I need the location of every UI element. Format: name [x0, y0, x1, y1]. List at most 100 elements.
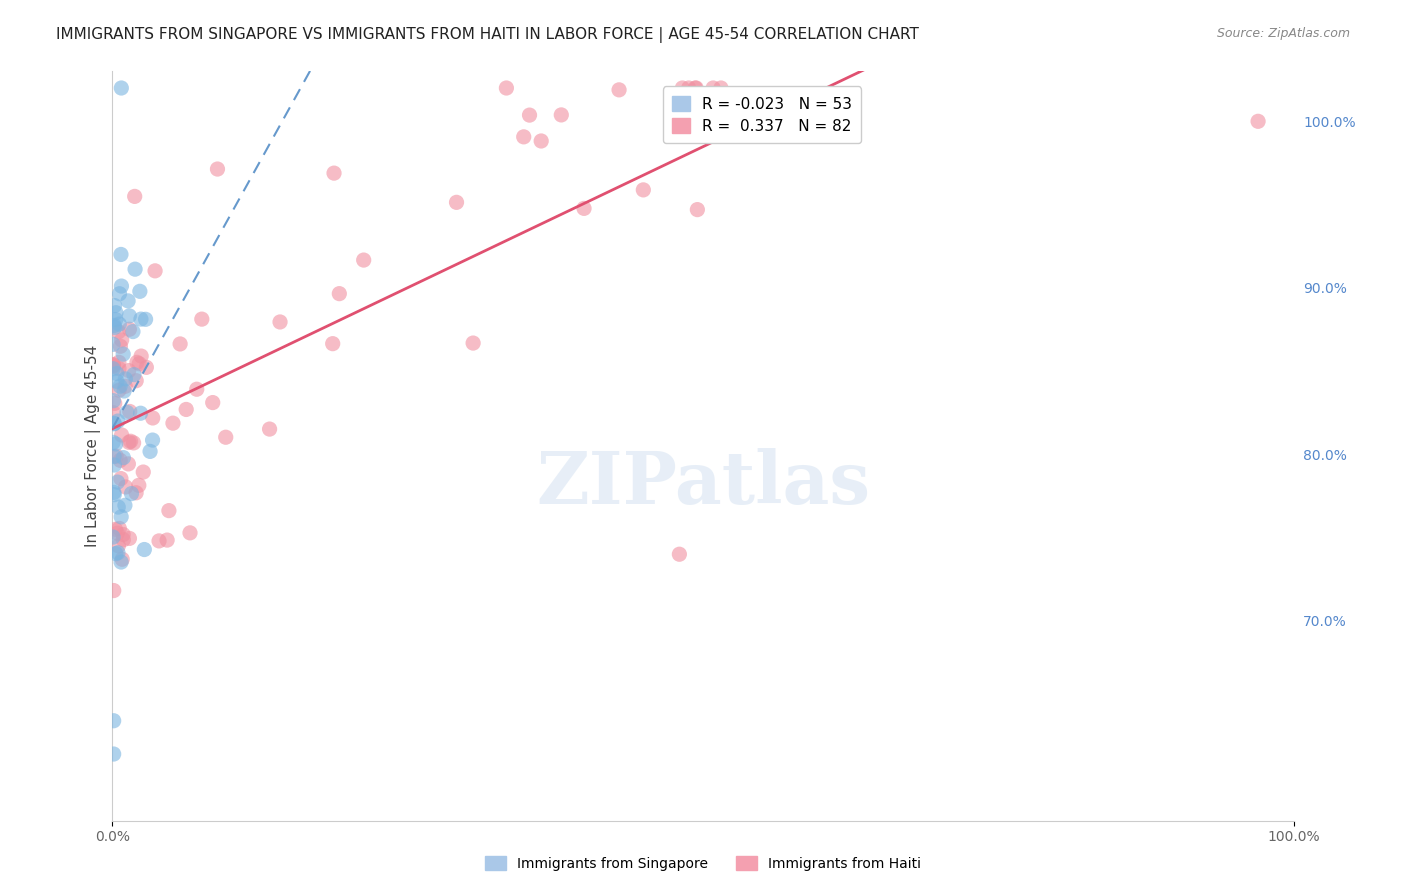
Point [103, 318, 125, 333]
Point [105, 526, 128, 541]
Point [118, 404, 141, 418]
Point [186, 382, 208, 396]
Point [114, 372, 136, 386]
Text: IMMIGRANTS FROM SINGAPORE VS IMMIGRANTS FROM HAITI IN LABOR FORCE | AGE 45-54 CO: IMMIGRANTS FROM SINGAPORE VS IMMIGRANTS … [56, 27, 920, 43]
Point [117, 457, 139, 471]
Point [107, 546, 129, 560]
Point [495, 81, 517, 95]
Point [124, 262, 146, 277]
Point [107, 414, 129, 428]
Point [207, 162, 229, 177]
Point [125, 355, 148, 369]
Point [512, 129, 534, 144]
Point [110, 81, 132, 95]
Point [125, 485, 148, 500]
Point [104, 547, 127, 561]
Point [112, 527, 135, 541]
Point [446, 195, 468, 210]
Point [101, 435, 124, 450]
Point [132, 465, 155, 479]
Point [108, 355, 131, 369]
Point [121, 486, 143, 500]
Point [101, 358, 124, 372]
Point [103, 485, 125, 500]
Point [353, 253, 375, 268]
Point [157, 503, 180, 517]
Point [110, 339, 132, 353]
Point [105, 367, 128, 381]
Point [101, 361, 124, 376]
Point [129, 312, 152, 326]
Point [112, 384, 135, 398]
Point [104, 320, 127, 334]
Point [572, 202, 595, 216]
Point [108, 361, 131, 376]
Point [668, 547, 690, 561]
Point [108, 286, 131, 301]
Point [103, 358, 125, 372]
Point [122, 368, 145, 382]
Point [322, 336, 344, 351]
Point [107, 500, 129, 514]
Point [463, 336, 485, 351]
Point [110, 509, 132, 524]
Point [328, 286, 350, 301]
Point [104, 306, 127, 320]
Point [117, 293, 139, 308]
Point [633, 183, 655, 197]
Point [139, 444, 162, 458]
Point [103, 406, 125, 420]
Point [110, 555, 132, 569]
Point [118, 532, 141, 546]
Point [259, 422, 281, 436]
Point [710, 81, 733, 95]
Point [122, 325, 145, 339]
Point [110, 472, 132, 486]
Point [110, 247, 132, 261]
Point [685, 89, 707, 103]
Point [103, 488, 125, 502]
Point [128, 285, 150, 299]
Legend: Immigrants from Singapore, Immigrants from Haiti: Immigrants from Singapore, Immigrants fr… [479, 850, 927, 876]
Point [107, 475, 129, 489]
Point [685, 81, 707, 95]
Point [120, 434, 142, 449]
Point [169, 337, 191, 351]
Point [105, 374, 128, 388]
Point [142, 433, 165, 447]
Point [215, 430, 238, 444]
Point [702, 81, 724, 95]
Point [118, 363, 141, 377]
Point [112, 450, 135, 465]
Point [104, 522, 127, 536]
Text: Source: ZipAtlas.com: Source: ZipAtlas.com [1216, 27, 1350, 40]
Point [607, 83, 630, 97]
Point [110, 428, 132, 442]
Point [143, 264, 166, 278]
Point [179, 525, 201, 540]
Point [104, 312, 127, 326]
Point [191, 312, 214, 326]
Point [129, 406, 152, 420]
Point [103, 583, 125, 598]
Point [671, 81, 693, 95]
Point [686, 202, 709, 217]
Point [103, 417, 125, 431]
Point [125, 374, 148, 388]
Point [118, 309, 141, 323]
Point [156, 533, 179, 547]
Point [114, 379, 136, 393]
Text: ZIPatlas: ZIPatlas [536, 448, 870, 519]
Point [108, 521, 131, 535]
Point [108, 379, 131, 393]
Point [101, 337, 124, 351]
Point [108, 383, 131, 397]
Legend: R = -0.023   N = 53, R =  0.337   N = 82: R = -0.023 N = 53, R = 0.337 N = 82 [662, 87, 862, 143]
Point [550, 108, 572, 122]
Point [174, 402, 197, 417]
Point [1247, 114, 1270, 128]
Point [148, 533, 170, 548]
Point [135, 312, 157, 326]
Point [105, 449, 128, 463]
Point [108, 453, 131, 467]
